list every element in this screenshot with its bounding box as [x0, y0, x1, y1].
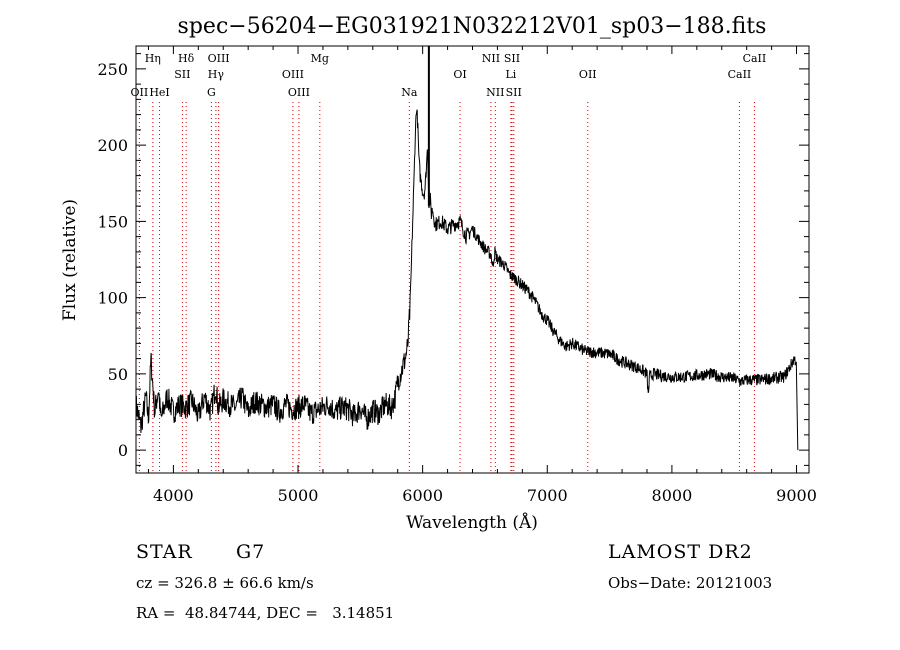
chart-title: spec−56204−EG031921N032212V01_sp03−188.f… — [178, 14, 767, 39]
x-tick-label: 4000 — [153, 486, 194, 505]
redshift-readout: cz = 326.8 ± 66.6 km/s — [136, 574, 314, 592]
spectrum-line — [135, 109, 799, 451]
line-marker-label: CaII — [743, 52, 767, 65]
plot-frame — [135, 45, 810, 474]
line-marker-label: OII — [131, 86, 149, 99]
x-axis-label: Wavelength (Å) — [406, 512, 538, 533]
line-marker-label: Hγ — [208, 68, 225, 81]
line-marker-label: OI — [453, 68, 466, 81]
line-marker-label: OIII — [282, 68, 304, 81]
survey-name: LAMOST DR2 — [608, 541, 753, 563]
obs-date: Obs−Date: 20121003 — [608, 574, 773, 592]
line-marker-label: OIII — [288, 86, 310, 99]
line-marker-label: NII — [482, 52, 500, 65]
line-marker-label: NII — [486, 86, 504, 99]
x-tick-label: 6000 — [402, 486, 443, 505]
x-axis: 4000 5000 6000 7000 8000 9000 — [147, 46, 817, 505]
line-marker-label: OII — [579, 68, 597, 81]
spectrum-series — [135, 46, 799, 451]
line-marker-label: G — [207, 86, 216, 99]
y-tick-label: 50 — [108, 365, 128, 384]
x-tick-label: 5000 — [278, 486, 319, 505]
y-tick-label: 0 — [118, 441, 128, 460]
line-marker-label: Li — [505, 68, 516, 81]
y-axis: 0 50 100 150 200 250 — [97, 53, 809, 466]
line-marker-label: Mg — [311, 52, 329, 65]
line-marker-label: SII — [504, 52, 520, 65]
y-tick-label: 200 — [97, 136, 128, 155]
object-subclass: G7 — [236, 541, 266, 563]
y-tick-label: 100 — [97, 289, 128, 308]
line-marker-label: Hη — [145, 52, 161, 65]
x-tick-label: 8000 — [652, 486, 693, 505]
line-marker-label: OIII — [208, 52, 230, 65]
object-class: STAR — [136, 541, 193, 563]
y-tick-label: 150 — [97, 212, 128, 231]
line-marker-label: CaII — [728, 68, 752, 81]
line-markers: OII Hη HeI Hδ SII OIII Hγ G OIII OIII Mg Na OI NII NII… — [131, 52, 767, 473]
y-axis-label: Flux (relative) — [60, 199, 80, 321]
line-marker-label: HeI — [149, 86, 169, 99]
line-marker-label: Na — [401, 86, 418, 99]
coordinates: RA = 48.84744, DEC = 3.14851 — [136, 604, 395, 622]
x-tick-label: 9000 — [776, 486, 817, 505]
line-marker-label: SII — [506, 86, 522, 99]
line-marker-label: SII — [174, 68, 190, 81]
x-tick-label: 7000 — [527, 486, 568, 505]
line-marker-label: Hδ — [178, 52, 195, 65]
y-tick-label: 250 — [97, 60, 128, 79]
